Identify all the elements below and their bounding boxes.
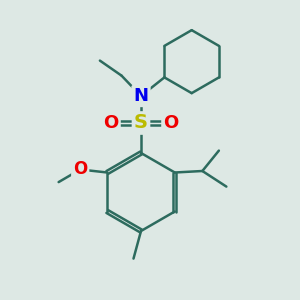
Text: O: O (103, 114, 118, 132)
Text: N: N (134, 87, 148, 105)
Text: S: S (134, 113, 148, 133)
Text: O: O (73, 160, 87, 178)
Text: O: O (164, 114, 178, 132)
